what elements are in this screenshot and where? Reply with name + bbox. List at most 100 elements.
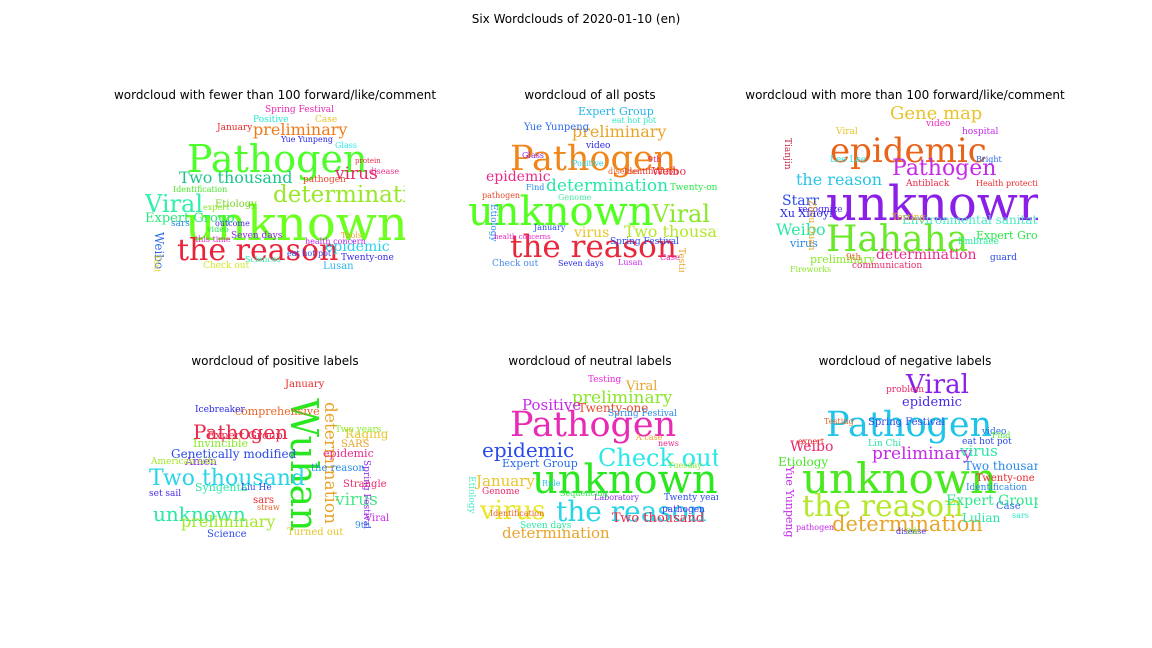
word: Expert Group bbox=[145, 211, 235, 226]
word: pathogen bbox=[796, 523, 835, 532]
word: Antiblack bbox=[906, 179, 950, 189]
word: American side bbox=[151, 457, 217, 467]
word: virus bbox=[574, 225, 610, 241]
word: virus bbox=[960, 442, 998, 460]
word: Yue Yunpeng bbox=[524, 122, 590, 133]
word: January bbox=[534, 223, 566, 232]
word: pathogen bbox=[662, 505, 705, 515]
word: recognize bbox=[798, 205, 843, 215]
word: Two thousand bbox=[179, 168, 293, 187]
panel-title: wordcloud with fewer than 100 forward/li… bbox=[113, 88, 437, 102]
word: Seven days bbox=[520, 521, 572, 531]
word: Positive bbox=[572, 159, 604, 168]
wordcloud: unknown Pathogen the reason determination Vi… bbox=[462, 104, 718, 272]
word: set sail bbox=[149, 489, 182, 499]
word: epidemic bbox=[902, 395, 962, 410]
panel-title: wordcloud of negative labels bbox=[818, 354, 992, 368]
word: Identification bbox=[173, 185, 228, 194]
word: preliminary bbox=[181, 512, 276, 531]
word: Sequencing bbox=[560, 489, 608, 498]
word: Identification bbox=[966, 483, 1028, 493]
word: disease bbox=[608, 167, 639, 176]
word: Bright bbox=[976, 155, 1002, 164]
word: Etiology bbox=[466, 476, 476, 514]
word: Twenty-one bbox=[341, 253, 394, 263]
word: Syngenta bbox=[195, 481, 248, 494]
word: 9th bbox=[906, 527, 920, 536]
word: Fireworks bbox=[790, 265, 832, 273]
word: eat hot pot bbox=[612, 116, 657, 125]
word: Viral bbox=[626, 379, 658, 394]
word: Zhou Quan bbox=[806, 200, 816, 251]
word: Glass bbox=[335, 141, 357, 150]
word: 9th bbox=[846, 253, 862, 263]
word: epidemic bbox=[325, 239, 390, 255]
word: the reason bbox=[177, 233, 339, 268]
word: Viral bbox=[906, 370, 969, 400]
word: Expert Group bbox=[502, 457, 578, 470]
word: Tianjin bbox=[782, 138, 792, 170]
word: Amen bbox=[185, 455, 217, 468]
word: Testing bbox=[588, 375, 622, 385]
word: Pathogen bbox=[826, 405, 993, 445]
word: SARS bbox=[341, 439, 370, 450]
wordcloud: unknown Pathogen the reason determination Vi… bbox=[145, 104, 405, 273]
word: Two thousand bbox=[964, 459, 1038, 473]
word: video bbox=[926, 119, 951, 129]
word: Pathogen bbox=[193, 420, 288, 444]
word: sars bbox=[1012, 511, 1029, 520]
word: Testing bbox=[151, 254, 161, 272]
word: Lulian bbox=[962, 511, 1001, 525]
word: Yue Yunpeng bbox=[281, 135, 334, 144]
word: the reason bbox=[311, 463, 365, 474]
word: Viral bbox=[652, 200, 711, 228]
word: expert bbox=[203, 203, 230, 212]
word: preliminary bbox=[253, 120, 348, 139]
word: Twenty-one bbox=[578, 401, 649, 415]
word: Etiology bbox=[778, 455, 829, 469]
word: January bbox=[217, 123, 253, 133]
wordcloud: unknown Hahaha epidemic Pathogen the reason G… bbox=[776, 104, 1038, 273]
word: unknown bbox=[802, 454, 997, 503]
word: 9th bbox=[648, 155, 662, 164]
word: determination bbox=[273, 182, 405, 208]
word: pathogen bbox=[482, 191, 521, 200]
word: Wuhan bbox=[282, 398, 326, 532]
word: Lee Lee bbox=[830, 155, 867, 165]
word: determination bbox=[832, 512, 983, 536]
word: protein bbox=[355, 157, 381, 165]
word: Identification bbox=[624, 167, 679, 176]
word: Tuesday bbox=[668, 461, 702, 470]
word: this time bbox=[195, 235, 231, 244]
word: Lusan bbox=[323, 261, 354, 272]
word: straw bbox=[257, 503, 280, 512]
word: news bbox=[658, 439, 679, 448]
word: Find bbox=[526, 183, 545, 192]
word: Weibo bbox=[776, 220, 826, 239]
word: unknown bbox=[185, 196, 405, 252]
word: unknown bbox=[532, 457, 718, 503]
word: Two thousand bbox=[624, 222, 718, 241]
word: Strangle bbox=[343, 479, 387, 490]
word: Expert Group bbox=[578, 105, 654, 118]
word: Spring Festival bbox=[868, 417, 945, 428]
word: the reason bbox=[510, 229, 677, 265]
word: Check out bbox=[203, 261, 250, 271]
word: communication bbox=[852, 261, 923, 271]
word: Rule bbox=[542, 479, 561, 488]
word: Viral bbox=[836, 127, 858, 137]
panel-title: wordcloud of all posts bbox=[524, 88, 656, 102]
word: Turned out bbox=[287, 527, 344, 538]
word: Xu Xiaoyi bbox=[780, 207, 833, 220]
word: Testing bbox=[892, 213, 926, 223]
word: preliminary bbox=[572, 388, 673, 408]
word: Case bbox=[660, 253, 680, 262]
word: pathogen bbox=[303, 175, 346, 185]
word: Expert Group bbox=[976, 229, 1038, 242]
word: video bbox=[586, 141, 611, 151]
word: preliminary bbox=[872, 444, 973, 464]
word: Two thousand bbox=[612, 511, 705, 526]
word: Genome bbox=[482, 487, 520, 497]
word: Spring Festival bbox=[610, 237, 680, 247]
word: Viral bbox=[365, 513, 390, 524]
